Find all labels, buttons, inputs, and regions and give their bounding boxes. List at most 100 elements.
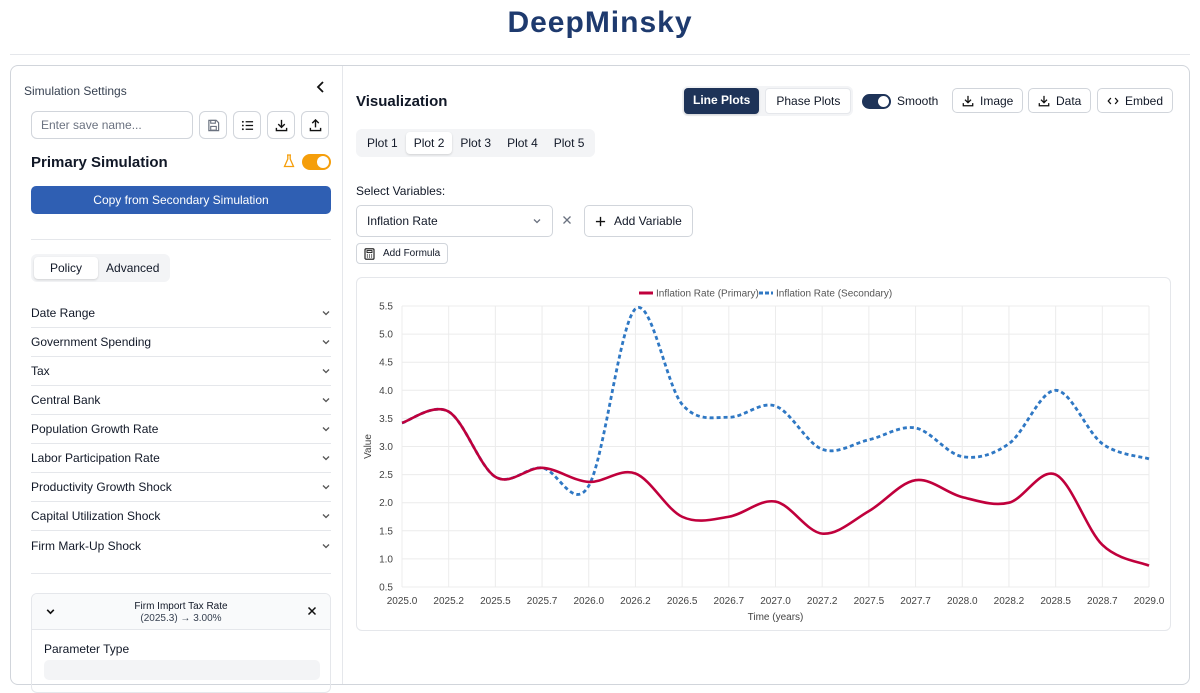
view-tab-group: Line Plots Phase Plots	[682, 86, 854, 116]
variable-select-value: Inflation Rate	[367, 214, 438, 228]
upload-icon	[309, 118, 321, 131]
embed-button-label: Embed	[1125, 93, 1164, 108]
parameter-card: Firm Import Tax Rate (2025.3) → 3.00% Pa…	[31, 593, 331, 693]
section-firm-mark-up-shock[interactable]: Firm Mark-Up Shock	[31, 531, 331, 560]
chevron-down-icon	[322, 514, 330, 519]
app-title: DeepMinsky	[507, 6, 693, 39]
tab-advanced[interactable]: Advanced	[106, 261, 160, 275]
chevron-down-icon	[322, 398, 330, 403]
saved-list-button[interactable]	[233, 111, 261, 139]
add-variable-button[interactable]: Add Variable	[584, 205, 693, 237]
section-labor-participation-rate[interactable]: Labor Participation Rate	[31, 444, 331, 473]
x-tick-label: 2028.5	[1040, 596, 1071, 607]
collapse-chevron-icon[interactable]	[316, 80, 326, 96]
save-button[interactable]	[199, 111, 227, 139]
x-tick-label: 2026.0	[573, 596, 604, 607]
chevron-down-icon[interactable]	[45, 606, 56, 617]
section-label: Productivity Growth Shock	[31, 480, 172, 494]
section-label: Date Range	[31, 306, 96, 320]
sidebar-divider	[31, 239, 331, 240]
plot-tab-group: Plot 1 Plot 2 Plot 3 Plot 4 Plot 5	[356, 129, 596, 157]
section-central-bank[interactable]: Central Bank	[31, 386, 331, 415]
y-tick-label: 1.0	[379, 554, 393, 565]
x-tick-label: 2028.0	[947, 596, 978, 607]
settings-tab-group: Policy Advanced	[31, 254, 171, 282]
smooth-toggle[interactable]	[862, 94, 891, 109]
y-tick-label: 4.0	[379, 386, 393, 397]
image-button[interactable]: Image	[952, 88, 1024, 113]
tab-plot-2[interactable]: Plot 2	[405, 132, 453, 154]
section-government-spending[interactable]: Government Spending	[31, 328, 331, 357]
section-population-growth-rate[interactable]: Population Growth Rate	[31, 415, 331, 444]
remove-variable-icon[interactable]	[562, 212, 572, 228]
title-divider	[10, 54, 1190, 55]
parameter-type-selector[interactable]	[44, 660, 320, 680]
variable-select[interactable]: Inflation Rate	[356, 205, 553, 237]
y-tick-label: 3.0	[379, 442, 393, 453]
chevron-down-icon	[322, 485, 330, 490]
code-icon	[1107, 97, 1119, 104]
tab-line-plots[interactable]: Line Plots	[684, 88, 760, 114]
x-tick-label: 2029.0	[1134, 596, 1165, 607]
download-icon	[962, 95, 974, 106]
y-tick-label: 1.5	[379, 526, 393, 537]
section-label: Tax	[31, 364, 50, 378]
close-icon[interactable]	[307, 606, 317, 616]
embed-button[interactable]: Embed	[1097, 88, 1174, 113]
y-tick-label: 4.5	[379, 358, 393, 369]
add-formula-button[interactable]: Add Formula	[356, 243, 449, 264]
section-productivity-growth-shock[interactable]: Productivity Growth Shock	[31, 473, 331, 502]
x-tick-label: 2028.2	[994, 596, 1025, 607]
x-tick-label: 2027.7	[900, 596, 931, 607]
tab-plot-4[interactable]: Plot 4	[507, 136, 538, 150]
tab-policy[interactable]: Policy	[34, 257, 99, 279]
x-tick-label: 2026.2	[620, 596, 651, 607]
flask-icon	[283, 154, 295, 168]
tab-plot-3[interactable]: Plot 3	[460, 136, 492, 150]
section-label: Population Growth Rate	[31, 422, 159, 436]
x-tick-label: 2025.2	[433, 596, 464, 607]
section-label: Labor Participation Rate	[31, 451, 160, 465]
section-label: Central Bank	[31, 393, 101, 407]
x-tick-label: 2027.5	[854, 596, 885, 607]
x-tick-label: 2026.5	[667, 596, 698, 607]
data-button[interactable]: Data	[1028, 88, 1092, 113]
calculator-icon	[364, 247, 375, 260]
upload-settings-button[interactable]	[301, 111, 329, 139]
legend-label-secondary: Inflation Rate (Secondary)	[776, 289, 892, 300]
x-tick-label: 2027.0	[760, 596, 791, 607]
tab-plot-1[interactable]: Plot 1	[367, 136, 398, 150]
download-icon	[1038, 95, 1050, 106]
x-tick-label: 2025.7	[527, 596, 558, 607]
section-date-range[interactable]: Date Range	[31, 299, 331, 328]
y-tick-label: 0.5	[379, 583, 393, 594]
section-tax[interactable]: Tax	[31, 357, 331, 386]
plus-icon	[595, 216, 606, 226]
save-name-input[interactable]	[31, 111, 193, 139]
list-icon	[241, 120, 253, 130]
data-button-label: Data	[1056, 93, 1082, 108]
section-capital-utilization-shock[interactable]: Capital Utilization Shock	[31, 502, 331, 531]
section-label: Capital Utilization Shock	[31, 509, 161, 523]
app-frame: Simulation Settings Primary Simulation C…	[10, 65, 1190, 693]
copy-from-secondary-button[interactable]: Copy from Secondary Simulation	[31, 186, 331, 214]
x-tick-label: 2028.7	[1087, 596, 1118, 607]
add-formula-label: Add Formula	[383, 248, 441, 259]
x-tick-label: 2025.5	[480, 596, 511, 607]
chevron-down-icon	[322, 456, 330, 461]
chevron-down-icon	[322, 340, 330, 345]
chevron-down-icon	[322, 427, 330, 432]
x-tick-label: 2025.0	[387, 596, 418, 607]
sidebar-divider	[31, 573, 331, 574]
y-tick-label: 2.5	[379, 470, 393, 481]
parameter-name: Firm Import Tax Rate	[134, 601, 228, 612]
series-line-primary	[401, 408, 1150, 567]
tab-plot-5[interactable]: Plot 5	[553, 136, 585, 150]
x-axis-label: Time (years)	[748, 612, 804, 623]
primary-simulation-toggle[interactable]	[302, 154, 331, 170]
download-settings-button[interactable]	[267, 111, 295, 139]
y-tick-label: 2.0	[379, 498, 393, 509]
y-tick-label: 3.5	[379, 414, 393, 425]
tab-phase-plots[interactable]: Phase Plots	[765, 88, 852, 114]
image-button-label: Image	[980, 93, 1014, 108]
